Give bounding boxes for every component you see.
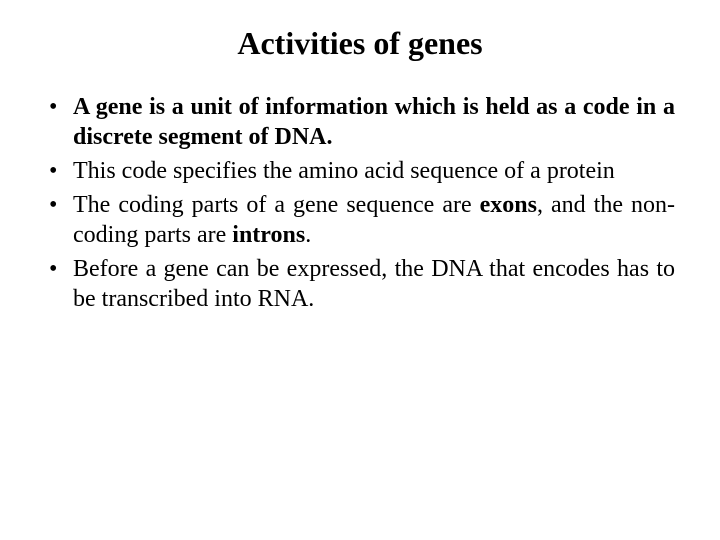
list-item: The coding parts of a gene sequence are … [45, 190, 675, 250]
page-title: Activities of genes [45, 25, 675, 62]
bullet-text-prefix: The coding parts of a gene sequence are [73, 192, 480, 218]
bullet-text-bold: A gene is a unit of information which is… [73, 94, 675, 150]
list-item: Before a gene can be expressed, the DNA … [45, 254, 675, 314]
bullet-text-prefix: This code specifies the amino acid seque… [73, 158, 615, 184]
bullet-text-bold2: introns [232, 222, 305, 248]
bullet-text-prefix: Before a gene can be expressed, the DNA … [73, 256, 675, 312]
list-item: This code specifies the amino acid seque… [45, 156, 675, 186]
bullet-text-suffix: . [305, 222, 311, 248]
bullet-list: A gene is a unit of information which is… [45, 92, 675, 314]
bullet-text-bold: exons [480, 192, 537, 218]
list-item: A gene is a unit of information which is… [45, 92, 675, 152]
